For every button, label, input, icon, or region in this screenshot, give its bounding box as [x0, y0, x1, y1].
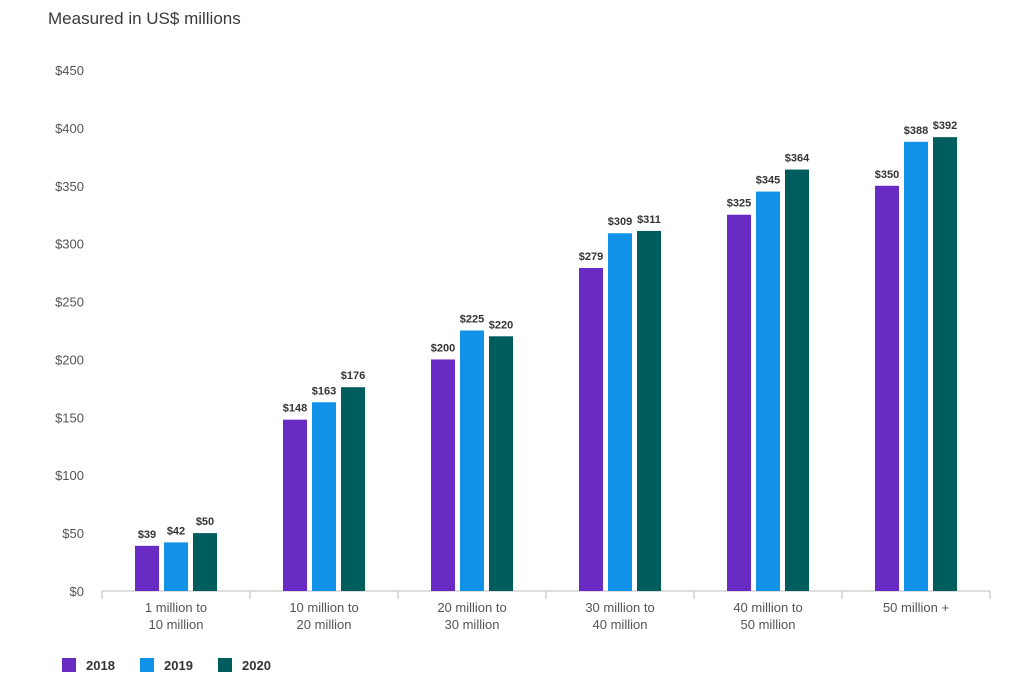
data-label: $200 [431, 342, 455, 354]
y-tick-label: $50 [62, 526, 84, 541]
data-label: $39 [138, 529, 156, 541]
bar-2018 [431, 359, 455, 591]
x-tick-label: 20 million to 30 million [437, 600, 506, 632]
data-label: $279 [579, 251, 603, 263]
y-tick-label: $300 [55, 237, 84, 252]
data-label: $148 [283, 403, 307, 415]
x-tick-label: 40 million to 50 million [733, 600, 802, 632]
data-label: $350 [875, 169, 899, 181]
bar-2020 [489, 336, 513, 591]
data-label: $364 [785, 153, 810, 165]
bar-2020 [193, 533, 217, 591]
x-tick-label-line: 30 million [445, 617, 500, 632]
y-axis: $0 $50 $100 $150 $200 $250 $300 $350 $400 $450 [55, 63, 84, 599]
y-tick-label: $450 [55, 63, 84, 78]
legend-swatch-2019 [140, 658, 154, 672]
data-label: $42 [167, 525, 185, 537]
data-label: $220 [489, 319, 513, 331]
bars [135, 137, 957, 592]
data-label: $163 [312, 385, 336, 397]
legend-label: 2018 [86, 658, 115, 673]
chart-subtitle: Measured in US$ millions [48, 9, 241, 28]
bar-2019 [904, 141, 928, 591]
bar-2019 [312, 402, 336, 591]
bar-2018 [579, 267, 603, 591]
x-tick-label: 1 million to 10 million [145, 600, 207, 632]
bar-2018 [727, 214, 751, 591]
bar-2018 [135, 545, 159, 591]
bar-2020 [637, 230, 661, 592]
y-tick-label: $100 [55, 468, 84, 483]
y-tick-label: $400 [55, 121, 84, 136]
x-tick-label-line: 40 million to [733, 600, 802, 615]
x-tick-label-line: 40 million [593, 617, 648, 632]
data-label: $50 [196, 516, 214, 528]
bar-2018 [283, 419, 307, 591]
y-tick-label: $150 [55, 410, 84, 425]
bar-2019 [460, 330, 484, 591]
y-tick-label: $250 [55, 295, 84, 310]
legend-label: 2020 [242, 658, 271, 673]
x-tick-label-line: 30 million to [585, 600, 654, 615]
y-tick-label: $350 [55, 179, 84, 194]
data-label: $176 [341, 370, 365, 382]
x-tick-label: 30 million to 40 million [585, 600, 654, 632]
legend-label: 2019 [164, 658, 193, 673]
legend-swatch-2020 [218, 658, 232, 672]
x-tick-label-line: 50 million [741, 617, 796, 632]
data-label: $309 [608, 216, 632, 228]
legend: 2018 2019 2020 [62, 658, 271, 673]
x-tick-label-line: 20 million [297, 617, 352, 632]
x-tick-label-line: 10 million [149, 617, 204, 632]
x-tick-label-line: 20 million to [437, 600, 506, 615]
y-tick-label: $200 [55, 352, 84, 367]
bar-2020 [341, 387, 365, 591]
data-label: $325 [727, 198, 751, 210]
bar-2019 [608, 233, 632, 591]
legend-swatch-2018 [62, 658, 76, 672]
bar-2019 [756, 191, 780, 592]
y-tick-label: $0 [70, 584, 84, 599]
data-label: $311 [637, 214, 661, 226]
data-label: $388 [904, 125, 928, 137]
x-tick-label-line: 1 million to [145, 600, 207, 615]
bar-2019 [164, 542, 188, 591]
x-tick-label-line: 50 million + [883, 600, 949, 615]
x-tick-label-line: 10 million to [289, 600, 358, 615]
data-label: $392 [933, 120, 957, 132]
x-tick-label: 10 million to 20 million [289, 600, 358, 632]
x-axis: 1 million to 10 million 10 million to 20 mi… [101, 590, 991, 632]
data-label: $225 [460, 314, 484, 326]
bar-2020 [933, 137, 957, 591]
bar-2018 [875, 185, 899, 591]
x-tick-label: 50 million + [883, 600, 949, 615]
bar-2020 [785, 169, 809, 591]
data-labels: $39 $42 $50 $148 $163 $176 $200 $225 $220 $279 $30… [138, 120, 957, 541]
data-label: $345 [756, 175, 780, 187]
